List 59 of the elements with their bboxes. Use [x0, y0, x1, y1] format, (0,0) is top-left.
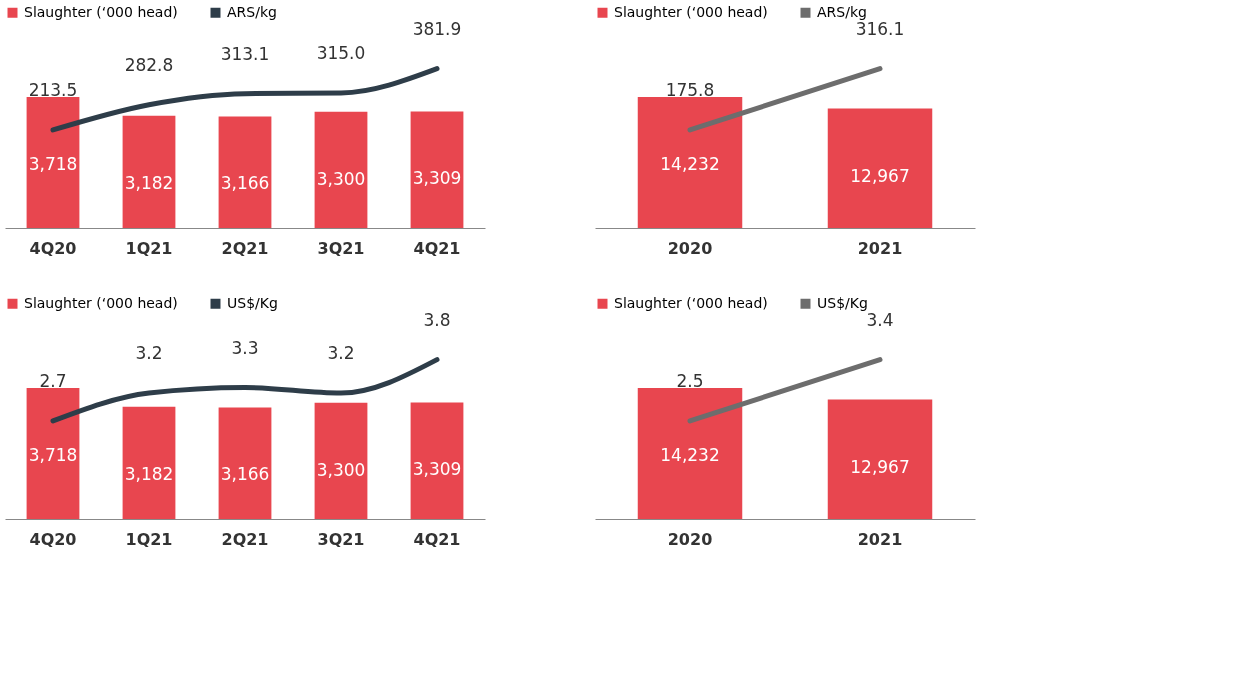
data-label: 3,182: [124, 172, 174, 193]
bar: [26, 96, 80, 228]
x-tick-label: 2020: [667, 238, 713, 258]
bar: [314, 111, 368, 228]
legend-label: US$/Kg: [227, 294, 278, 311]
x-tick-label: 4Q21: [413, 238, 461, 258]
data-label: 3,718: [28, 153, 78, 174]
data-label: 3.2: [327, 343, 355, 364]
data-label: 282.8: [124, 54, 174, 75]
bar: [218, 407, 272, 519]
data-label: 3,300: [316, 168, 366, 189]
x-tick-label: 2021: [857, 529, 903, 549]
data-label: 3,309: [412, 459, 462, 480]
x-tick-label: 2Q21: [221, 529, 269, 549]
bar: [122, 115, 176, 228]
x-tick-label: 2020: [667, 529, 713, 549]
bar: [314, 402, 368, 519]
data-label: 3,182: [124, 463, 174, 484]
data-label: 213.5: [28, 79, 78, 100]
legend-label: Slaughter (‘000 head): [614, 294, 768, 311]
data-label: 315.0: [316, 42, 366, 63]
x-tick-label: 1Q21: [125, 238, 173, 258]
data-label: 3.4: [866, 309, 894, 330]
bar: [410, 111, 464, 228]
data-label: 14,232: [660, 444, 720, 465]
data-label: 3,718: [28, 444, 78, 465]
data-label: 381.9: [412, 18, 462, 39]
x-tick-label: 4Q20: [29, 529, 77, 549]
data-label: 3.8: [423, 309, 451, 330]
x-tick-label: 4Q20: [29, 238, 77, 258]
bar: [410, 402, 464, 519]
legend-label: ARS/kg: [227, 3, 277, 20]
x-tick-label: 1Q21: [125, 529, 173, 549]
legend-label: ARS/kg: [817, 3, 867, 20]
bar: [218, 116, 272, 228]
bar: [26, 387, 80, 519]
x-tick-label: 4Q21: [413, 529, 461, 549]
legend-label: US$/Kg: [817, 294, 868, 311]
data-label: 12,967: [850, 165, 910, 186]
legend-label: Slaughter (‘000 head): [24, 294, 178, 311]
data-label: 175.8: [665, 79, 715, 100]
legend-label: Slaughter (‘000 head): [24, 3, 178, 20]
data-label: 3.3: [231, 337, 259, 358]
data-label: 3,166: [220, 173, 270, 194]
bar: [122, 406, 176, 519]
data-label: 313.1: [220, 43, 270, 64]
data-label: 14,232: [660, 153, 720, 174]
legend-label: Slaughter (‘000 head): [614, 3, 768, 20]
data-label: 3.2: [135, 343, 163, 364]
data-label: 3,300: [316, 459, 366, 480]
data-label: 3,309: [412, 168, 462, 189]
x-tick-label: 2Q21: [221, 238, 269, 258]
data-label: 2.5: [676, 370, 704, 391]
x-tick-label: 3Q21: [317, 529, 365, 549]
data-label: 3,166: [220, 464, 270, 485]
x-tick-label: 2021: [857, 238, 903, 258]
data-label: 12,967: [850, 456, 910, 477]
data-label: 2.7: [39, 370, 67, 391]
x-tick-label: 3Q21: [317, 238, 365, 258]
